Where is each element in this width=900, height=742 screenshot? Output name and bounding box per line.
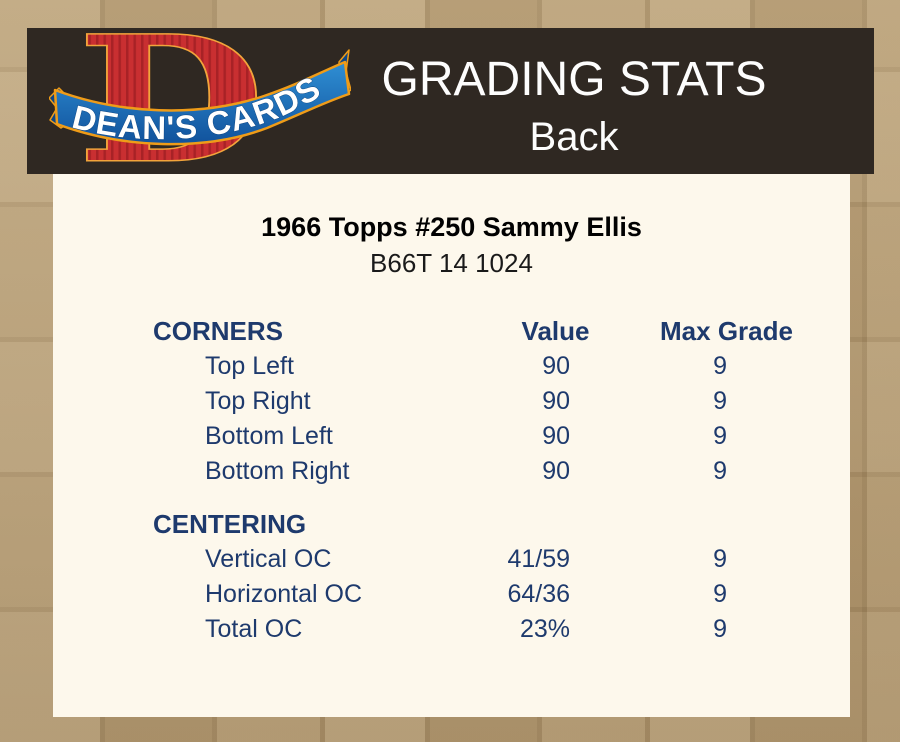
header-titles: GRADING STATS Back xyxy=(382,52,767,160)
row-label: Horizontal OC xyxy=(205,580,362,608)
card-title: 1966 Topps #250 Sammy Ellis xyxy=(261,212,642,242)
row-value: 64/36 xyxy=(507,580,570,608)
row-max-grade: 9 xyxy=(713,580,727,608)
deans-cards-logo[interactable]: D DEAN'S CARDS xyxy=(48,0,352,202)
row-label: Bottom Right xyxy=(205,457,350,485)
column-header-value: Value xyxy=(521,316,590,346)
section-header-corners: CORNERS xyxy=(153,316,284,346)
row-max-grade: 9 xyxy=(713,422,727,450)
row-value: 90 xyxy=(542,352,570,380)
page-subtitle-back: Back xyxy=(529,115,619,159)
page-title: GRADING STATS xyxy=(381,53,767,106)
row-max-grade: 9 xyxy=(713,457,727,485)
table-header-row: CORNERS Value Max Grade xyxy=(153,314,813,349)
content-panel: 1966 Topps #250 Sammy Ellis B66T 14 1024… xyxy=(53,174,850,717)
row-max-grade: 9 xyxy=(713,545,727,573)
table-row: Top Left 90 9 xyxy=(153,349,813,384)
row-label: Bottom Left xyxy=(205,422,333,450)
row-value: 90 xyxy=(542,457,570,485)
row-value: 41/59 xyxy=(507,545,570,573)
section-gap xyxy=(153,489,813,507)
row-label: Total OC xyxy=(205,615,303,643)
section-header-centering: CENTERING xyxy=(153,509,307,539)
svg-text:D: D xyxy=(78,32,264,168)
row-max-grade: 9 xyxy=(713,387,727,415)
table-row: Vertical OC 41/59 9 xyxy=(153,542,813,577)
column-header-max-grade: Max Grade xyxy=(660,316,793,346)
row-label: Top Left xyxy=(205,352,294,380)
grading-stats-table: CORNERS Value Max Grade Top Left 90 9 To… xyxy=(153,314,813,647)
row-max-grade: 9 xyxy=(713,352,727,380)
table-header-row: CENTERING xyxy=(153,507,813,542)
row-value: 90 xyxy=(542,387,570,415)
table-row: Bottom Right 90 9 xyxy=(153,454,813,489)
row-value: 23% xyxy=(519,615,570,643)
table-row: Top Right 90 9 xyxy=(153,384,813,419)
row-label: Vertical OC xyxy=(205,545,332,573)
header-bar: D DEAN'S CARDS GRADING STATS Back xyxy=(27,0,874,202)
deans-cards-logo-icon: D DEAN'S CARDS xyxy=(48,0,352,202)
table-row: Total OC 23% 9 xyxy=(153,612,813,647)
card-id: B66T 14 1024 xyxy=(370,248,533,278)
row-value: 90 xyxy=(542,422,570,450)
table-row: Bottom Left 90 9 xyxy=(153,419,813,454)
row-label: Top Right xyxy=(205,387,311,415)
row-max-grade: 9 xyxy=(713,615,727,643)
table-row: Horizontal OC 64/36 9 xyxy=(153,577,813,612)
